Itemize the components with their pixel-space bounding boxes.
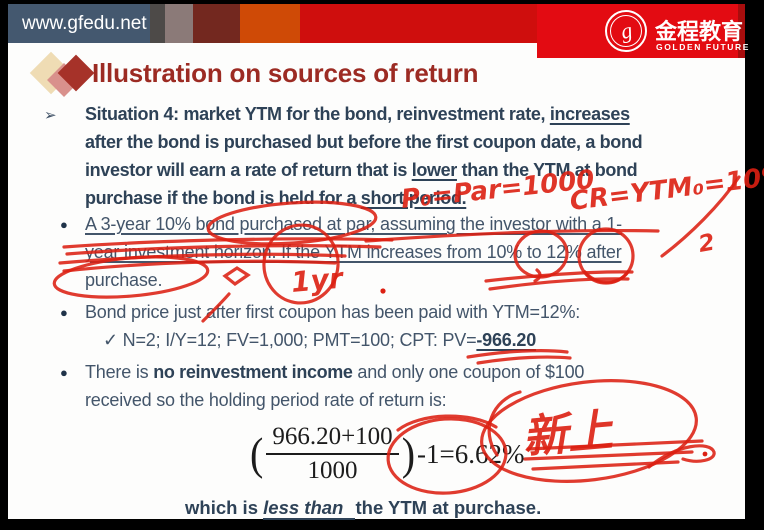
- banner-segment-gray: [150, 4, 165, 43]
- bullet-icon: ●: [60, 365, 68, 380]
- bullet3-line-2: received so the holding period rate of r…: [85, 390, 447, 410]
- bullet2-line-1: Bond price just after first coupon has b…: [85, 302, 581, 322]
- bullet-icon: ●: [60, 217, 68, 232]
- bullet-icon: ●: [60, 305, 68, 320]
- bullet1-line-2: year investment horizon. If the YTM incr…: [85, 242, 622, 262]
- arrow-bullet-icon: ➢: [44, 107, 57, 124]
- brand-logo-block: g 金程教育 GOLDEN FUTURE: [537, 4, 748, 58]
- banner-segment-orange: [240, 4, 300, 43]
- fraction-numerator: 966.20+100: [266, 423, 399, 455]
- situation-line-2: after the bond is purchased but before t…: [85, 132, 643, 152]
- site-url-bar: www.gfedu.net: [8, 4, 150, 43]
- open-paren: (: [250, 427, 264, 480]
- holding-period-return-formula: ( 966.20+100 1000 ) -1=6.62%: [250, 423, 524, 485]
- calculator-line: ✓ N=2; I/Y=12; FV=1,000; PMT=100; CPT: P…: [103, 330, 537, 350]
- bullet3-line-1: There is no reinvestment income and only…: [85, 362, 585, 382]
- brand-seal-icon: g: [605, 10, 647, 52]
- conclusion-line: which is less than the YTM at purchase.: [185, 497, 542, 520]
- page-title: Illustration on sources of return: [92, 58, 479, 88]
- close-paren: ): [401, 427, 416, 480]
- bullet1-line-3: purchase.: [85, 270, 163, 290]
- situation-line-1: Situation 4: market YTM for the bond, re…: [85, 104, 630, 124]
- situation-line-3: investor will earn a rate of return that…: [85, 160, 638, 180]
- bullet1-line-1: A 3-year 10% bond purchased at par, assu…: [85, 214, 622, 234]
- fraction-denominator: 1000: [307, 457, 358, 484]
- banner-segment-maroon: [193, 4, 240, 43]
- banner-segment-red: [300, 4, 537, 43]
- fraction: 966.20+100 1000: [266, 423, 399, 485]
- situation-line-4: purchase if the bond is held for a short…: [85, 188, 467, 208]
- brand-name-en: GOLDEN FUTURE: [656, 42, 750, 52]
- banner-segment-mauve: [165, 4, 193, 43]
- brand-name-cn: 金程教育: [655, 19, 744, 44]
- formula-result: -1=6.62%: [417, 438, 525, 469]
- logo-block-shadow: [738, 4, 745, 58]
- seal-glyph: g: [617, 17, 634, 44]
- site-url: www.gfedu.net: [22, 12, 147, 34]
